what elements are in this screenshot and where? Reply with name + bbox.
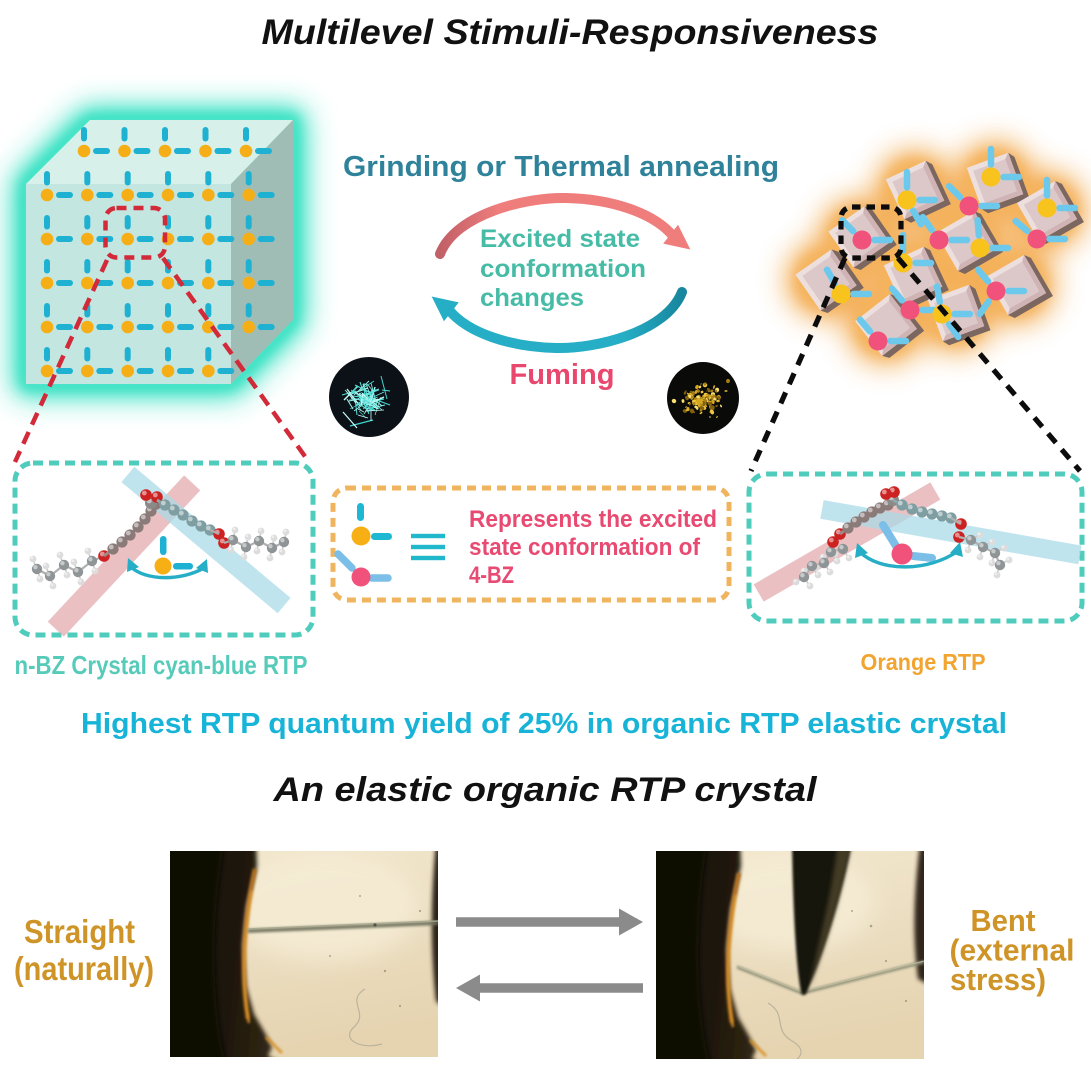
- svg-text:Excited state: Excited state: [480, 225, 640, 253]
- svg-text:Multilevel Stimuli-Responsiven: Multilevel Stimuli-Responsiveness: [262, 12, 879, 52]
- svg-text:Straight: Straight: [24, 913, 135, 950]
- svg-text:Represents the excited: Represents the excited: [469, 506, 717, 533]
- svg-text:Grinding or Thermal annealing: Grinding or Thermal annealing: [343, 151, 779, 183]
- svg-text:Highest RTP quantum yield of 2: Highest RTP quantum yield of 25% in orga…: [81, 708, 1007, 740]
- svg-text:An elastic organic RTP crystal: An elastic organic RTP crystal: [272, 771, 818, 809]
- svg-text:changes: changes: [480, 284, 584, 312]
- svg-text:(external: (external: [950, 933, 1075, 968]
- svg-text:n-BZ Crystal cyan-blue RTP: n-BZ Crystal cyan-blue RTP: [15, 650, 308, 680]
- svg-text:Bent: Bent: [971, 903, 1036, 938]
- svg-text:stress): stress): [950, 962, 1046, 997]
- svg-text:Orange RTP: Orange RTP: [861, 649, 986, 675]
- svg-text:state conformation of: state conformation of: [469, 534, 701, 561]
- svg-text:Fuming: Fuming: [510, 359, 615, 391]
- svg-text:conformation: conformation: [480, 255, 646, 283]
- svg-text:4-BZ: 4-BZ: [469, 562, 514, 589]
- svg-text:(naturally): (naturally): [14, 950, 154, 987]
